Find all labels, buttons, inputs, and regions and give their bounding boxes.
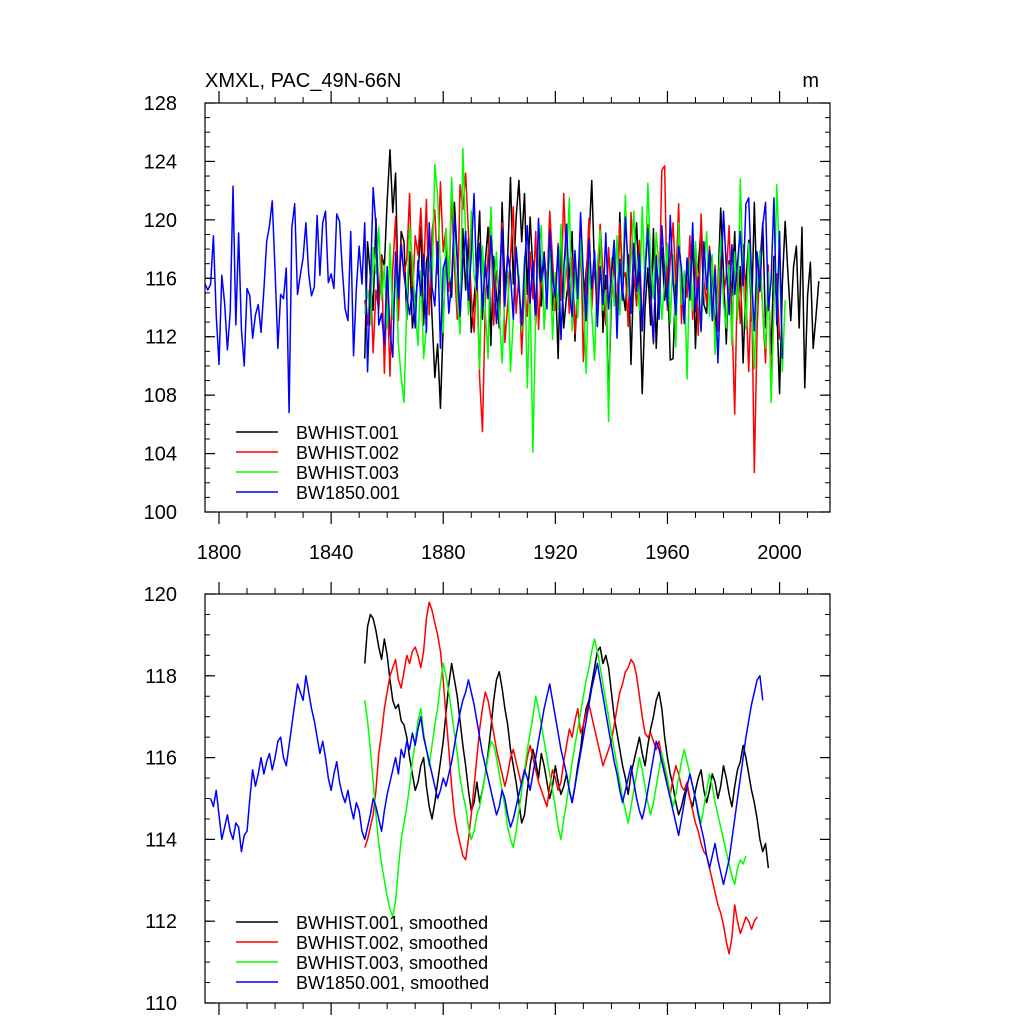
legend-label-4: BW1850.001 (296, 483, 400, 503)
legend-label-1: BWHIST.001 (296, 423, 399, 443)
legend-label-3: BWHIST.003 (296, 463, 399, 483)
y-tick-label: 112 (145, 911, 177, 933)
series-line-1 (364, 148, 820, 410)
x-tick-label: 1880 (421, 542, 466, 564)
x-tick-label: 1960 (645, 542, 690, 564)
series-line-2 (364, 601, 758, 955)
panel-top: 100 104 108 112 116 120 124 128 1800 1840 1880 1920… (144, 91, 831, 564)
y-tick-label: 128 (144, 93, 177, 115)
y-tick-label: 118 (145, 666, 177, 688)
series-line-4 (205, 185, 784, 414)
legend-label-4: BW1850.001, smoothed (296, 973, 489, 993)
figure-title: XMXL, PAC_49N-66N (205, 70, 401, 92)
legend-label-2: BWHIST.002, smoothed (296, 933, 488, 953)
y-tick-label: 112 (145, 327, 177, 349)
x-tick-label: 1840 (309, 542, 354, 564)
y-tick-label: 124 (144, 151, 177, 173)
series-group (205, 147, 820, 474)
x-tick-label: 1920 (533, 542, 578, 564)
y-tick-label: 116 (145, 748, 177, 770)
y-tick-label: 120 (144, 584, 177, 606)
x-tick-label: 2000 (757, 542, 802, 564)
x-tick-label: 1800 (197, 542, 242, 564)
y-tick-label: 110 (145, 993, 177, 1015)
series-group (209, 601, 770, 955)
series-line-4 (209, 662, 764, 886)
y-tick-label: 120 (144, 210, 177, 232)
y-tick-label: 108 (144, 385, 177, 407)
y-tick-label: 100 (144, 502, 177, 524)
y-tick-label: 114 (145, 829, 177, 851)
units-label: m (802, 70, 819, 92)
y-tick-label: 116 (145, 268, 177, 290)
legend-label-1: BWHIST.001, smoothed (296, 913, 488, 933)
y-tick-label: 104 (144, 444, 177, 466)
legend-label-2: BWHIST.002 (296, 443, 399, 463)
legend-label-3: BWHIST.003, smoothed (296, 953, 488, 973)
